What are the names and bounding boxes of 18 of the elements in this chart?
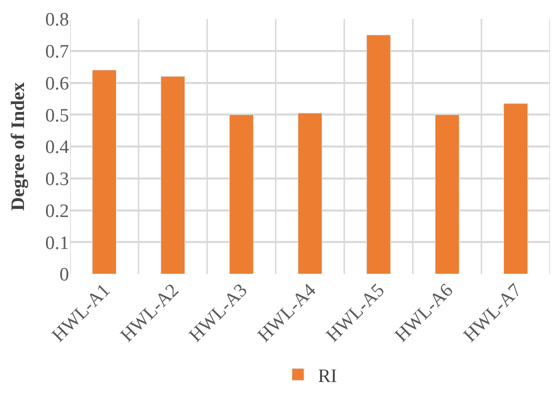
y-tick-label: 0.6 <box>45 73 69 94</box>
bar <box>229 114 254 274</box>
legend-label: RI <box>318 366 337 387</box>
y-tick-label: 0 <box>60 264 69 286</box>
y-tick-label: 0.3 <box>45 169 69 190</box>
y-tick-label: 0.2 <box>45 200 69 222</box>
y-tick-label: 0.5 <box>45 105 69 126</box>
bar <box>160 76 186 274</box>
bar <box>366 34 391 274</box>
bar <box>434 114 460 274</box>
y-tick-label: 0.4 <box>45 137 70 158</box>
bar <box>503 103 528 274</box>
y-tick-label: 0.1 <box>45 232 69 254</box>
bar <box>298 112 322 274</box>
y-tick-label: 0.8 <box>45 10 69 31</box>
bar <box>92 70 117 274</box>
y-axis-title: Degree of Index <box>8 82 30 211</box>
y-tick-label: 0.7 <box>45 42 69 63</box>
